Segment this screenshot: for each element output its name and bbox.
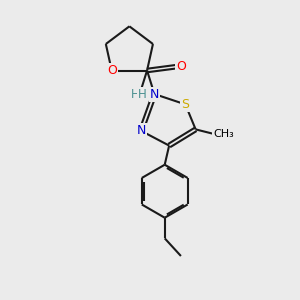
Text: CH₃: CH₃: [213, 129, 234, 139]
Text: H: H: [138, 88, 146, 100]
Text: H: H: [131, 88, 140, 100]
Text: N: N: [150, 88, 159, 100]
Text: O: O: [176, 60, 186, 73]
Text: S: S: [181, 98, 189, 111]
Text: O: O: [107, 64, 117, 77]
Text: N: N: [136, 124, 146, 137]
Text: N: N: [150, 88, 159, 100]
